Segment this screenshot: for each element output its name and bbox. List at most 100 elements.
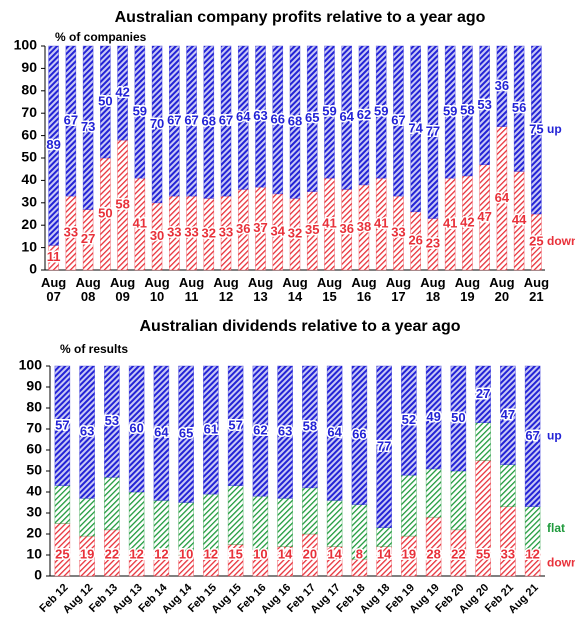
value-label: 36 [236,221,250,236]
bar-segment [479,45,490,166]
y-tick-label: 0 [34,567,42,583]
value-label: 58 [303,418,317,433]
value-label: 66 [352,427,366,442]
bar-segment [475,422,491,461]
bar-segment [104,476,120,531]
value-label: 30 [150,228,164,243]
value-label: 67 [167,112,181,127]
value-label: 35 [305,222,319,237]
value-label: 65 [305,110,319,125]
value-label: 59 [443,104,457,119]
series-name: down [547,556,575,570]
y-tick-label: 60 [21,126,37,142]
value-label: 28 [426,546,440,561]
bar-segment [203,45,215,199]
x-tick-label: Aug 17 [385,275,412,304]
value-label: 19 [80,546,94,561]
value-label: 14 [377,546,392,561]
bar-segment [306,45,318,192]
bar-segment [153,500,170,552]
value-label: 56 [512,100,526,115]
value-label: 57 [55,417,69,432]
value-label: 52 [402,412,416,427]
value-label: 10 [253,546,267,561]
value-label: 68 [288,114,302,129]
bar-segment [450,470,467,531]
x-tick-label: Aug 20 [489,275,515,304]
bar-segment [153,365,170,501]
bar-segment [277,497,293,547]
bar-segment [401,474,417,537]
y-tick-label: 60 [26,441,42,457]
value-label: 44 [512,212,527,227]
value-label: 58 [115,196,129,211]
value-label: 12 [154,546,168,561]
value-label: 36 [339,221,353,236]
bar-segment [151,45,163,204]
bar-segment [237,45,249,190]
y-tick-label: 70 [21,104,37,120]
value-label: 12 [204,546,218,561]
x-tick-label: Aug 14 [282,275,308,304]
value-label: 66 [271,111,285,126]
value-label: 12 [525,546,539,561]
bar-segment [79,497,95,537]
x-tick-label: Aug 21 [523,275,550,304]
y-tick-label: 50 [21,149,37,165]
value-label: 50 [98,93,112,108]
bar-segment [326,365,343,501]
value-label: 61 [204,421,218,436]
bar-segment [220,45,232,197]
value-label: 67 [525,428,539,443]
x-tick-label: Aug 18 [420,275,446,304]
y-tick-label: 50 [26,462,42,478]
bar-segment [252,365,269,497]
bar-segment [302,365,318,489]
chart-title: Australian dividends relative to a year … [140,318,461,335]
x-tick-label: Aug 13 [247,275,274,304]
y-tick-label: 10 [26,546,42,562]
bar-segment [227,365,244,486]
value-label: 59 [322,104,336,119]
value-label: 63 [278,424,292,439]
bar-segment [128,365,145,493]
value-label: 33 [391,224,405,239]
bar-segment [186,45,197,197]
bar-segment [531,45,542,215]
bar-segment [82,45,94,210]
bar-segment [203,493,219,552]
value-label: 41 [322,216,336,231]
value-label: 42 [115,84,129,99]
y-tick-label: 40 [21,171,37,187]
value-label: 77 [426,124,440,139]
value-label: 60 [129,420,143,435]
value-label: 63 [253,108,267,123]
x-tick-label: Aug 10 [144,275,170,304]
value-label: 63 [80,424,94,439]
bar-segment [462,45,473,177]
bar-segment [500,506,516,577]
x-tick-label: Aug 19 [454,275,481,304]
value-label: 37 [253,220,267,235]
bar-segment [427,45,439,219]
y-tick-label: 90 [21,59,37,75]
y-tick-label: 30 [21,194,37,210]
value-label: 15 [228,546,242,561]
bar-segment [227,485,244,545]
value-label: 41 [133,216,147,231]
x-tick-label: Aug 15 [316,275,343,304]
chart-title: Australian company profits relative to a… [115,9,486,26]
value-label: 20 [303,546,317,561]
value-label: 77 [377,438,391,453]
y-tick-label: 100 [19,357,43,373]
value-label: 89 [46,137,60,152]
value-label: 32 [202,226,216,241]
bar-segment [444,45,456,179]
y-tick-label: 70 [26,420,42,436]
bar-segment [351,558,368,577]
bar-segment [54,365,71,486]
value-label: 64 [495,190,510,205]
value-label: 50 [451,410,465,425]
value-label: 41 [374,216,388,231]
